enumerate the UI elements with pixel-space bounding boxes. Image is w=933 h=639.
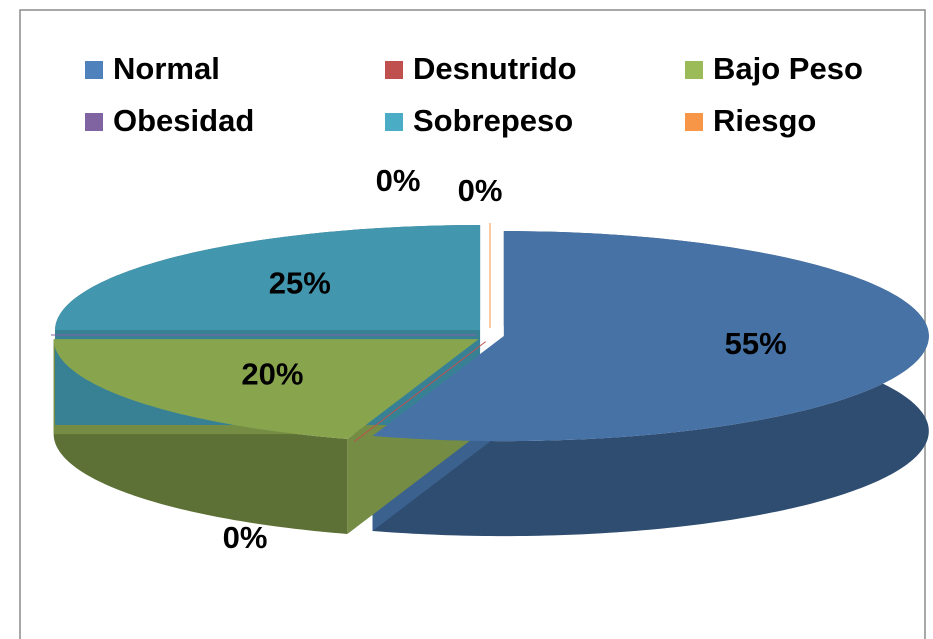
legend-label: Obesidad: [113, 103, 254, 138]
data-labels: 55% 0% 20% 0% 25% 0%: [223, 163, 787, 555]
legend-swatch: [85, 61, 103, 79]
slice-side: [53, 339, 348, 534]
legend-swatch: [385, 113, 403, 131]
legend-label: Bajo Peso: [713, 51, 863, 86]
legend-label: Normal: [113, 51, 220, 86]
data-label: 25%: [269, 266, 331, 301]
data-label: 0%: [376, 163, 421, 198]
legend-label: Sobrepeso: [413, 103, 573, 138]
legend: Normal Desnutrido Bajo Peso Obesidad Sobrepe…: [85, 51, 863, 138]
data-label: 0%: [223, 520, 268, 555]
data-label: 55%: [725, 326, 787, 361]
slice: [372, 231, 929, 442]
legend-swatch: [685, 61, 703, 79]
data-label: 0%: [458, 173, 503, 208]
slice: [55, 225, 481, 331]
slice: [53, 339, 479, 439]
legend-swatch: [385, 61, 403, 79]
data-label: 20%: [241, 356, 303, 391]
pie-tops: [51, 223, 929, 442]
legend-label: Desnutrido: [413, 51, 577, 86]
slice: [354, 341, 486, 442]
legend-swatch: [685, 113, 703, 131]
legend-label: Riesgo: [713, 103, 816, 138]
legend-swatch: [85, 113, 103, 131]
